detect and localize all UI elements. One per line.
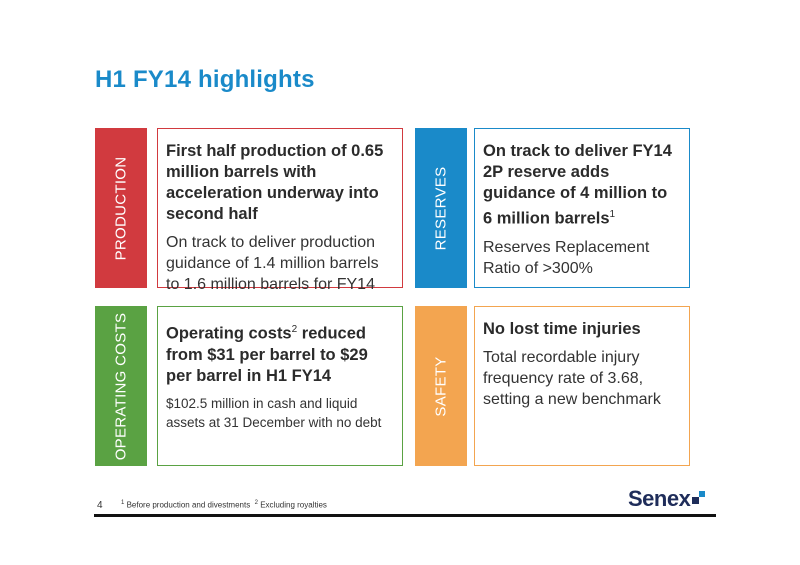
- operating-costs-panel: Operating costs2 reduced from $31 per ba…: [157, 306, 403, 466]
- safety-panel: No lost time injuries Total recordable i…: [474, 306, 690, 466]
- reserves-heading: On track to deliver FY14 2P reserve adds…: [483, 141, 679, 230]
- senex-logo: Senex: [628, 486, 706, 512]
- reserves-body: Reserves Replacement Ratio of >300%: [483, 238, 650, 277]
- safety-tab: SAFETY: [415, 306, 467, 466]
- production-tab: PRODUCTION: [95, 128, 147, 288]
- page-number: 4: [97, 500, 103, 511]
- operating-costs-tab: OPERATING COSTS: [95, 306, 147, 466]
- operating-costs-heading-pre: Operating costs: [166, 324, 292, 343]
- safety-body: Total recordable injury frequency rate o…: [483, 349, 661, 408]
- production-label: PRODUCTION: [112, 156, 130, 260]
- footnote-1-number: 1: [121, 500, 125, 506]
- safety-heading: No lost time injuries: [483, 320, 641, 338]
- footnotes: 1 Before production and divestments 2 Ex…: [121, 500, 327, 510]
- operating-costs-label: OPERATING COSTS: [112, 312, 130, 460]
- reserves-panel: On track to deliver FY14 2P reserve adds…: [474, 128, 690, 288]
- production-body: On track to deliver production guidance …: [166, 234, 379, 293]
- operating-costs-footnote-ref: 2: [291, 324, 298, 335]
- reserves-tab: RESERVES: [415, 128, 467, 288]
- footnote-2-number: 2: [254, 500, 258, 506]
- footnote-2: Excluding royalties: [258, 500, 327, 510]
- page-title: H1 FY14 highlights: [95, 66, 315, 93]
- reserves-label: RESERVES: [432, 166, 450, 250]
- reserves-footnote-ref: 1: [609, 209, 616, 220]
- production-panel: First half production of 0.65 million ba…: [157, 128, 403, 293]
- operating-costs-body: $102.5 million in cash and liquid assets…: [166, 395, 382, 430]
- reserves-heading-text: On track to deliver FY14 2P reserve adds…: [483, 142, 672, 228]
- safety-label: SAFETY: [432, 355, 450, 417]
- operating-costs-heading-post: reduced from $31 per barrel to $29 per b…: [166, 324, 368, 385]
- production-heading: First half production of 0.65 million ba…: [166, 142, 384, 223]
- logo-mark-icon: [692, 491, 706, 507]
- logo-wordmark: Senex: [628, 486, 691, 511]
- footnote-1: Before production and divestments: [124, 500, 251, 510]
- footer-divider: [94, 514, 716, 517]
- operating-costs-heading: Operating costs2 reduced from $31 per ba…: [166, 319, 392, 387]
